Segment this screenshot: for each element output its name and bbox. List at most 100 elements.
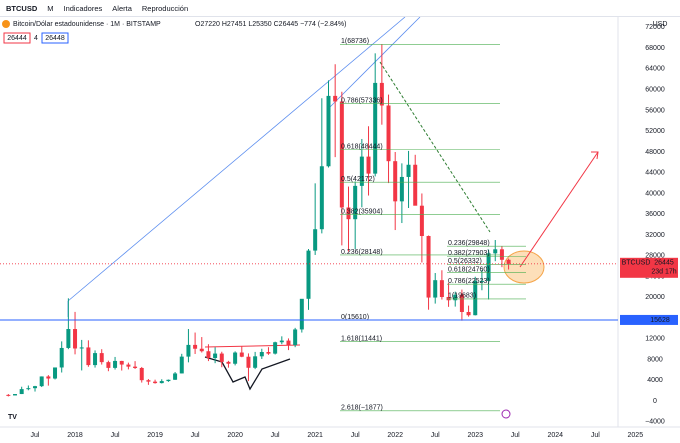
candle-body: [406, 164, 411, 177]
candle-body: [133, 366, 138, 368]
candle-body: [119, 360, 124, 365]
candle-body: [26, 388, 31, 390]
fib-label: 0.5(42172): [341, 176, 375, 183]
candle-body: [153, 381, 158, 384]
candle-body: [33, 386, 38, 389]
replay[interactable]: Reproducción: [141, 3, 189, 13]
y-tick-label: 36000: [645, 211, 665, 218]
y-tick-label: 64000: [645, 66, 665, 73]
candle-body: [366, 156, 371, 174]
support-label: 15628: [650, 317, 670, 324]
chart-title: Bitcoin/Dólar estadounidense · 1M · BITS…: [13, 21, 161, 28]
candle-body: [359, 156, 364, 186]
trend-line: [67, 17, 406, 302]
y-tick-label: 4000: [647, 377, 663, 384]
spread: 4: [34, 35, 38, 42]
price-axis-bg: [618, 17, 680, 443]
candle-body: [239, 352, 244, 357]
symbol[interactable]: BTCUSD: [6, 3, 38, 13]
candle-body: [19, 389, 24, 395]
candle-body: [79, 347, 84, 349]
candle-body: [339, 101, 344, 208]
candle-body: [39, 376, 44, 387]
candle-body: [379, 82, 384, 106]
y-tick-label: 44000: [645, 170, 665, 177]
candle-body: [493, 249, 498, 254]
candle-body: [326, 95, 331, 167]
fib-label: 0.236(29848): [448, 240, 490, 247]
chart: Bitcoin/Dólar estadounidense · 1M · BITS…: [0, 17, 680, 443]
y-tick-label: 28000: [645, 253, 665, 260]
candle-body: [453, 294, 458, 301]
candle-body: [473, 280, 478, 316]
candle-body: [193, 344, 198, 349]
x-tick-label: Jul: [591, 432, 600, 439]
x-tick-label: 2024: [547, 432, 563, 439]
y-tick-label: 52000: [645, 128, 665, 135]
y-tick-label: 12000: [645, 336, 665, 343]
candle-body: [439, 280, 444, 297]
candle-body: [479, 280, 484, 282]
candle-body: [419, 205, 424, 237]
fib-label: 1.618(11441): [341, 336, 382, 343]
last-price-symbol: BTCUSD: [622, 260, 651, 267]
countdown: 23d 17h: [651, 269, 676, 276]
x-tick-label: Jul: [31, 432, 40, 439]
candle-body: [246, 356, 251, 368]
coin-icon: [2, 20, 10, 28]
candle-body: [353, 185, 358, 220]
candle-body: [506, 259, 511, 264]
candle-body: [86, 347, 91, 366]
y-tick-label: 40000: [645, 190, 665, 197]
candle-body: [373, 82, 378, 174]
alert[interactable]: Alerta: [112, 3, 132, 13]
interval[interactable]: M: [47, 3, 54, 13]
fib-label: 0.382(35904): [341, 209, 383, 216]
y-tick-label: −4000: [645, 419, 665, 426]
candle-body: [146, 380, 151, 382]
candle-body: [346, 207, 351, 220]
candle-body: [106, 362, 111, 368]
fib-label: 0.5(26332): [448, 258, 482, 265]
candle-body: [226, 361, 231, 364]
fib-label: 0.618(24760): [448, 266, 490, 273]
candle-body: [259, 352, 264, 357]
candle-body: [93, 353, 98, 366]
candle-body: [393, 161, 398, 202]
candle-body: [159, 381, 164, 384]
candle-body: [186, 344, 191, 357]
candle-body: [313, 229, 318, 251]
indicators[interactable]: Indicadores: [63, 3, 103, 13]
x-tick-label: Jul: [271, 432, 280, 439]
y-tick-label: 0: [653, 398, 657, 405]
x-tick-label: 2020: [227, 432, 243, 439]
candle-body: [139, 367, 144, 381]
arrow: [204, 344, 301, 348]
candle-body: [486, 253, 491, 281]
candle-body: [6, 394, 11, 396]
x-tick-label: Jul: [431, 432, 440, 439]
candle-body: [173, 373, 178, 380]
ask: 26448: [45, 35, 65, 42]
candle-body: [126, 364, 131, 367]
event-icon: [501, 409, 511, 419]
last-price-tag: [620, 257, 678, 278]
highlight-circle: [503, 250, 545, 284]
candle-body: [13, 394, 18, 396]
candle-body: [299, 298, 304, 330]
last-price: 26445: [654, 260, 674, 267]
fib-label: 0(15610): [341, 314, 369, 321]
fib-label: 1(68736): [341, 38, 369, 45]
candle-body: [166, 379, 171, 382]
candle-body: [99, 353, 104, 363]
x-tick-label: Jul: [351, 432, 360, 439]
ohlc: O27220 H27451 L25350 C26445 −774 (−2.84%…: [195, 21, 346, 28]
candle-body: [499, 249, 504, 260]
candle-body: [53, 367, 58, 379]
candle-body: [206, 351, 211, 359]
arrow-head: [591, 151, 599, 160]
currency: USD: [653, 21, 668, 28]
candle-body: [219, 353, 224, 362]
x-tick-label: Jul: [511, 432, 520, 439]
